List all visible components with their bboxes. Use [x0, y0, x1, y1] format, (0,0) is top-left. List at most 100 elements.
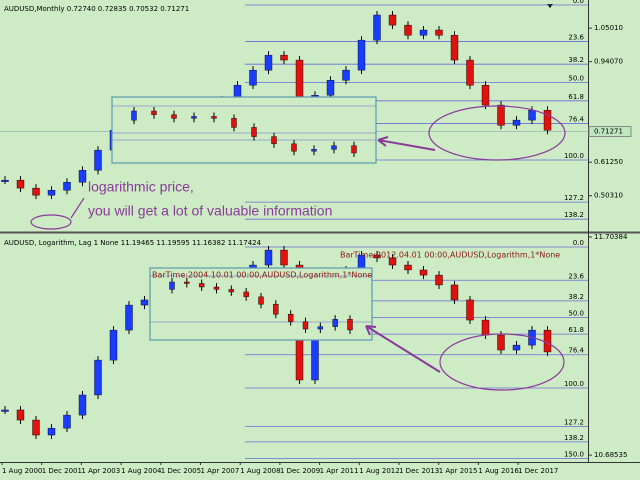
candle-body — [228, 289, 235, 293]
candle-body — [388, 257, 397, 266]
time-label: 1 Aug 2016 — [478, 467, 519, 475]
time-label: 1 Apr 2015 — [439, 467, 478, 475]
candle-body — [47, 427, 56, 436]
annotation: logarithmic price, — [88, 179, 194, 195]
candle-body — [94, 359, 102, 396]
arrow — [377, 136, 436, 151]
candle-body — [16, 409, 25, 421]
time-label: 1 Dec 2017 — [518, 467, 558, 475]
time-label: 1 Aug 2004 — [121, 467, 162, 475]
candle-body — [512, 119, 521, 126]
fib-label: 0.0 — [573, 0, 584, 5]
pointer-line — [70, 197, 85, 219]
fib-label: 23.6 — [568, 272, 584, 280]
candle-body — [191, 116, 197, 119]
candle-body — [47, 190, 56, 196]
fib-label: 127.2 — [564, 194, 584, 202]
fib-label: 76.4 — [568, 115, 584, 123]
candle-body — [481, 319, 490, 336]
candle-body — [342, 69, 350, 81]
candle-body — [251, 127, 257, 137]
candle-body — [78, 170, 87, 183]
price-label: 1.05010 — [594, 24, 623, 32]
fib-label: 0.0 — [573, 239, 584, 247]
candle-body — [243, 291, 249, 298]
candle-body — [373, 14, 381, 41]
candle-body — [435, 274, 443, 286]
arrow — [365, 325, 441, 373]
candle-body — [331, 145, 337, 150]
annotation: you will get a lot of valuable informati… — [88, 203, 332, 219]
fib-label: 38.2 — [568, 56, 584, 64]
candle-body — [419, 269, 428, 276]
time-label: 1 Aug 2012 — [359, 467, 399, 475]
candle-body — [32, 419, 40, 436]
candle-body — [249, 69, 257, 86]
candle-body — [1, 409, 9, 412]
candle-body — [404, 24, 412, 36]
candle-body — [198, 283, 205, 288]
candle-body — [466, 59, 474, 86]
candle-body — [171, 114, 177, 119]
price-label: 10.68535 — [594, 451, 627, 459]
panel-header: AUDUSD, Logarithm, Lag 1 None 11.19465 1… — [4, 239, 262, 247]
candle-body — [151, 110, 157, 115]
current-price-box — [588, 126, 632, 138]
price-label: 0.61250 — [594, 158, 623, 166]
candle-body — [271, 136, 277, 145]
panel-header: AUDUSD,Monthly 0.72740 0.72835 0.70532 0… — [4, 5, 189, 13]
candle-body — [211, 116, 217, 119]
candle-body — [435, 29, 443, 36]
fib-label: 127.2 — [564, 418, 584, 426]
time-label: 1 Dec 2009 — [280, 467, 320, 475]
candle-body — [109, 329, 118, 361]
candle-body — [543, 110, 552, 131]
candle-body — [404, 264, 412, 271]
fib-label: 23.6 — [568, 34, 584, 42]
candle-body — [1, 179, 9, 182]
candle-body — [291, 143, 297, 152]
candle-body — [213, 286, 220, 290]
time-label: 1 Aug 2008 — [240, 467, 280, 475]
price-label: 0.50310 — [594, 192, 623, 200]
candle-body — [273, 304, 279, 315]
candle-body — [373, 254, 381, 259]
highlight-ellipse — [428, 105, 566, 161]
candle-body — [63, 414, 71, 429]
time-label: 1 Dec 2005 — [161, 467, 201, 475]
fib-label: 50.0 — [568, 310, 584, 318]
time-label: 1 Apr 2007 — [201, 467, 240, 475]
candle-body — [528, 110, 536, 121]
candle-body — [497, 104, 505, 126]
highlight-ellipse — [30, 214, 72, 230]
candle-body — [450, 35, 459, 61]
candle-body — [347, 318, 353, 331]
fib-label: 100.0 — [564, 152, 584, 160]
time-label: 1 Aug 2000 — [2, 467, 42, 475]
candle-body — [497, 334, 505, 351]
highlight-ellipse — [439, 333, 565, 391]
fib-label: 50.0 — [568, 75, 584, 83]
fib-label: 100.0 — [564, 380, 584, 388]
time-label: 1 Dec 2001 — [42, 467, 82, 475]
candle-body — [140, 299, 149, 306]
time-label: 1 Apr 2003 — [81, 467, 120, 475]
candle-body — [184, 281, 190, 284]
candle-body — [280, 249, 288, 266]
time-label: 1 Apr 2011 — [320, 467, 359, 475]
candle-body — [317, 326, 324, 330]
candle-body — [481, 84, 490, 106]
candle-body — [543, 329, 552, 353]
fib-label: 61.8 — [568, 93, 584, 101]
candle-body — [311, 149, 317, 152]
candle-body — [466, 299, 474, 321]
candle-body — [351, 145, 357, 154]
fib-label: 138.2 — [564, 211, 584, 219]
bar-time-label: BarTime:2012.04.01 00:00,AUDUSD,Logarith… — [340, 251, 560, 260]
bar-time-label: BarTime:2004.10.01 00:00,AUDUSD,Logarith… — [152, 271, 372, 280]
price-label: 0.94070 — [594, 58, 623, 66]
candle-body — [264, 249, 273, 266]
